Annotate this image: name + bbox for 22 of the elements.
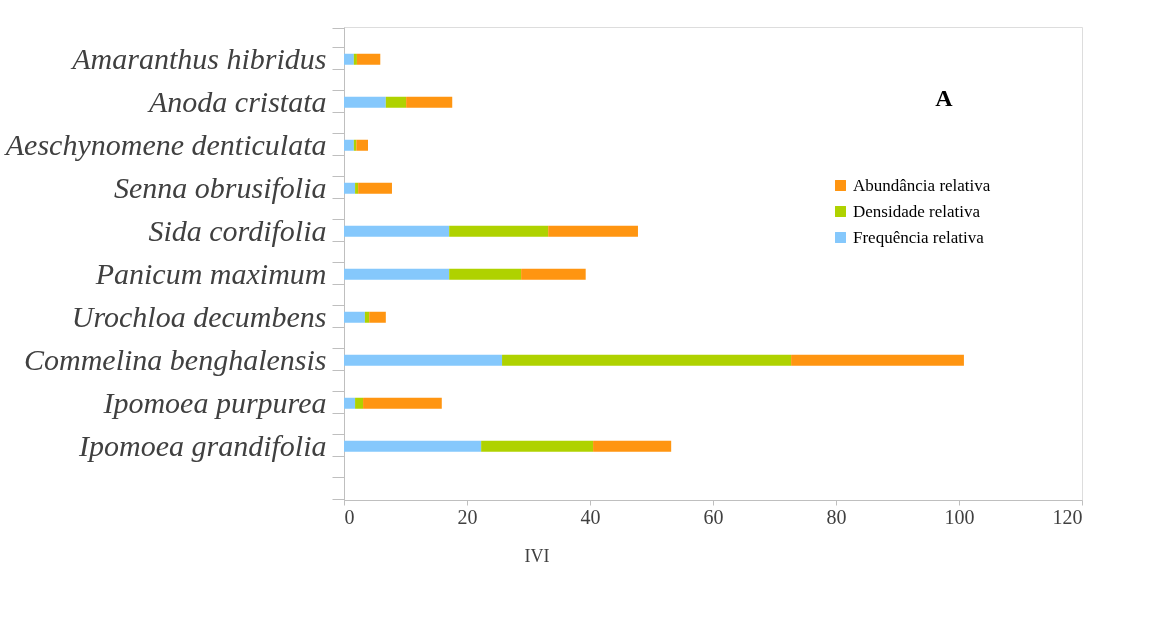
x-tick-label: 20 — [457, 505, 478, 528]
legend-label: Frequência relativa — [853, 227, 985, 247]
x-tick-label: 60 — [703, 505, 724, 528]
x-tick-label: 120 — [1052, 505, 1083, 528]
y-tick-label: Amaranthus hibridus — [70, 41, 327, 75]
y-tick-label: Ipomoea grandifolia — [78, 428, 327, 462]
y-tick-label: Ipomoea purpurea — [102, 385, 327, 419]
x-tick-label: 0 — [344, 505, 355, 528]
x-tick-label: 100 — [944, 505, 975, 528]
y-tick-label: Panicum maximum — [94, 256, 327, 290]
y-tick-label: Urochloa decumbens — [71, 299, 327, 333]
annotation: A — [935, 85, 954, 111]
y-tick-label: Sida cordifolia — [148, 213, 327, 247]
y-tick-label: Commelina benghalensis — [24, 342, 327, 376]
y-tick-label: Senna obrusifolia — [113, 170, 327, 204]
x-tick-label: 40 — [580, 505, 601, 528]
x-axis-title: IVI — [524, 545, 550, 566]
legend-label: Densidade relativa — [853, 201, 981, 221]
y-tick-label: Anoda cristata — [147, 84, 327, 118]
x-tick-label: 80 — [826, 505, 847, 528]
legend-label: Abundância relativa — [853, 175, 991, 195]
y-tick-label: Aeschynomene denticulata — [3, 127, 327, 161]
